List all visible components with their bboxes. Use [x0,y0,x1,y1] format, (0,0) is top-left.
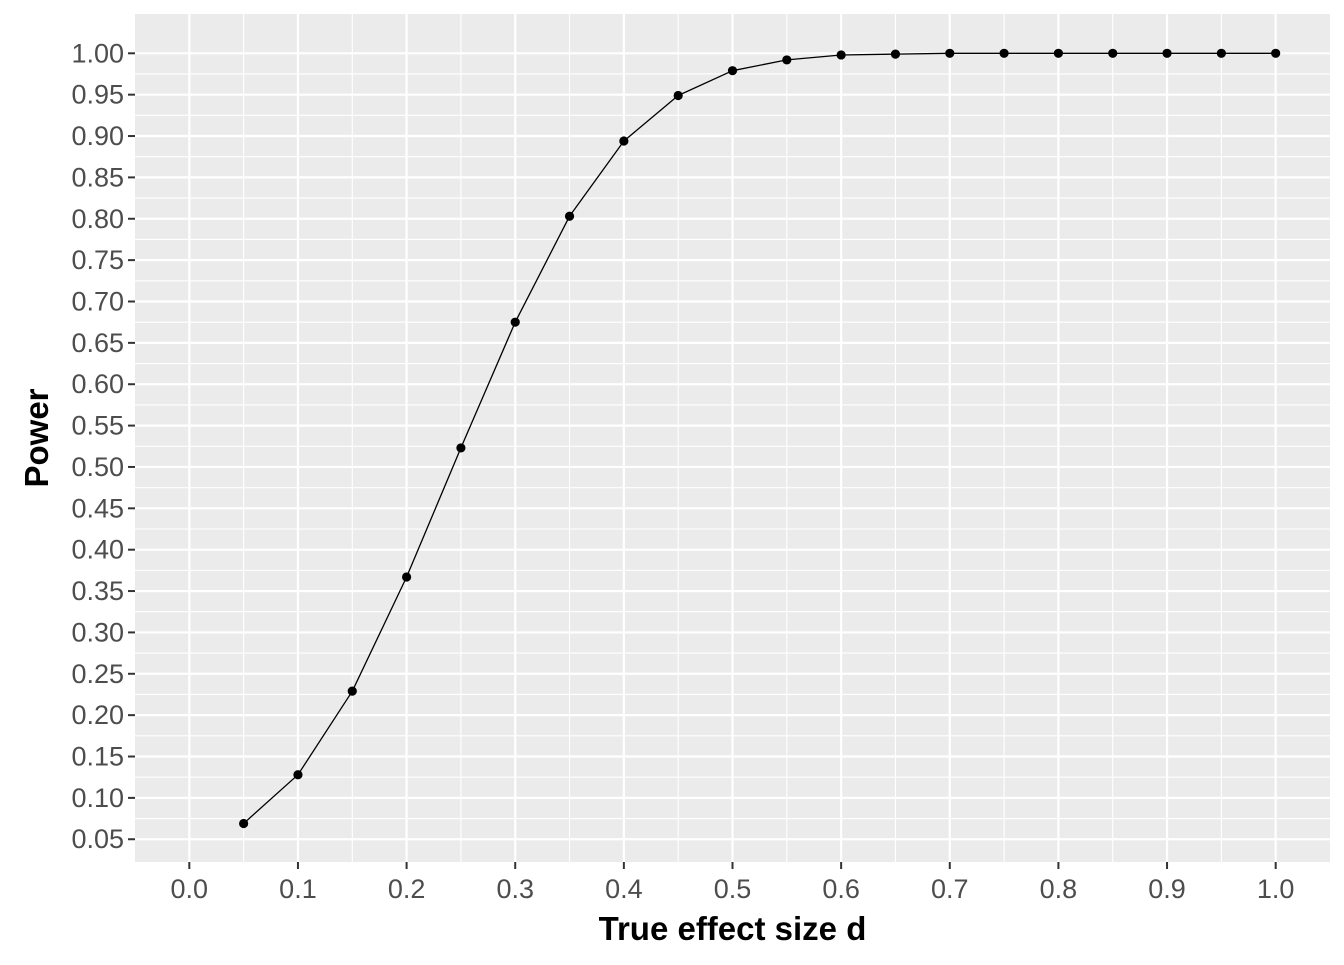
points-layer [239,48,1281,829]
x-tick-label: 0.1 [279,874,317,904]
data-point [999,48,1009,58]
y-tick-label: 0.20 [71,700,124,730]
y-tick-label: 0.60 [71,369,124,399]
data-point [1108,48,1118,58]
data-point [1162,48,1172,58]
data-point [836,50,846,60]
data-point [347,686,357,696]
series-layer [243,52,1276,824]
y-tick-label: 0.55 [71,411,124,441]
data-point [727,66,738,76]
power-line [243,52,1276,824]
y-tick-label: 0.05 [71,824,124,854]
data-point [293,770,303,780]
x-tick-label: 0.7 [931,874,969,904]
data-point [890,49,901,59]
y-tick-label: 0.35 [71,576,124,606]
data-point [782,55,792,65]
y-tick-label: 0.65 [71,328,124,358]
y-tick-label: 0.15 [71,742,124,772]
data-point [1271,48,1281,58]
data-point [564,211,575,221]
y-tick-label: 0.70 [71,286,124,316]
data-point [1216,48,1226,58]
major-gridlines [135,14,1330,862]
x-axis-ticks: 0.0 0.1 0.2 0.3 0.4 0.5 0.6 0.7 0.8 0.9 1.0 [171,862,1295,904]
x-tick-label: 0.4 [605,874,643,904]
x-tick-label: 0.8 [1040,874,1078,904]
y-tick-label: 0.95 [71,80,124,110]
data-point [510,317,520,327]
data-point [456,443,466,453]
y-tick-label: 0.75 [71,245,124,275]
y-axis-title: Power [18,388,55,487]
x-tick-label: 0.3 [496,874,534,904]
y-tick-label: 0.25 [71,659,124,689]
x-tick-label: 1.0 [1257,874,1295,904]
y-tick-label: 0.40 [71,535,124,565]
x-tick-label: 0.2 [388,874,426,904]
x-tick-label: 0.0 [171,874,209,904]
y-tick-label: 1.00 [71,38,124,68]
data-point [619,136,629,146]
data-point [1053,48,1064,58]
y-axis-ticks: 0.05 0.10 0.15 0.20 0.25 0.30 0.35 0.40 0.45 0.50… [71,38,135,854]
x-tick-label: 0.9 [1148,874,1186,904]
x-tick-label: 0.6 [822,874,860,904]
data-point [945,48,955,58]
y-tick-label: 0.30 [71,617,124,647]
y-tick-label: 0.10 [71,783,124,813]
data-point [401,572,412,582]
y-tick-label: 0.45 [71,493,124,523]
data-point [239,818,249,829]
data-point [673,90,683,101]
y-tick-label: 0.50 [71,452,124,482]
x-tick-label: 0.5 [714,874,752,904]
y-tick-label: 0.80 [71,204,124,234]
y-tick-label: 0.90 [71,121,124,151]
x-axis-title: True effect size d [599,910,867,947]
y-tick-label: 0.85 [71,162,124,192]
